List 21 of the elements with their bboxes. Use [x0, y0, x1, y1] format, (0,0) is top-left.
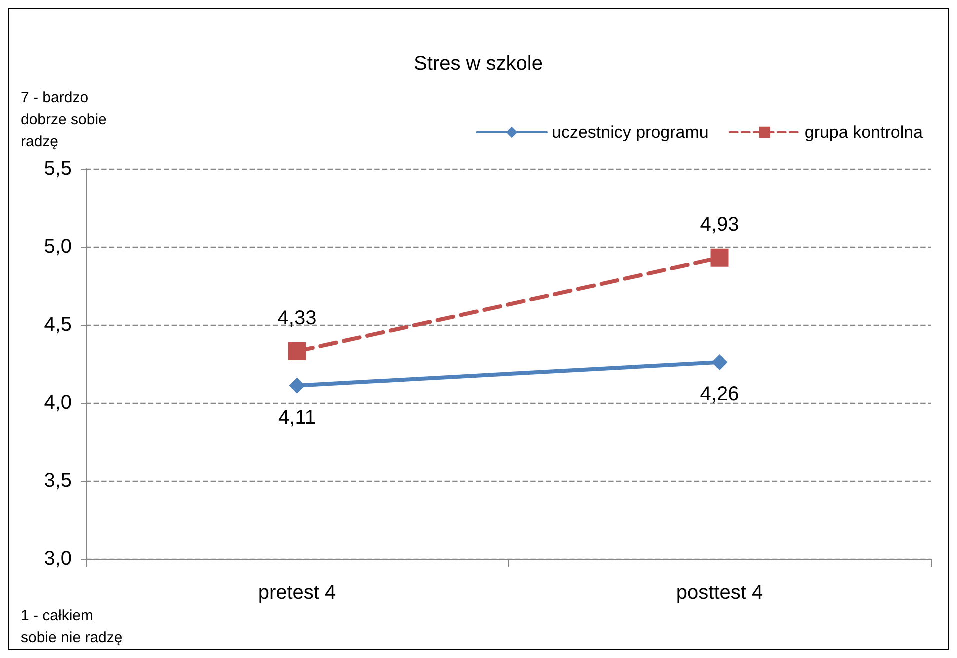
point — [289, 378, 306, 394]
data-label: 4,26 — [700, 383, 740, 406]
chart-title: Stres w szkole — [414, 53, 543, 75]
point — [710, 248, 729, 267]
legend-label: uczestnicy programu — [552, 123, 709, 142]
point — [288, 342, 306, 361]
data-label: 4,33 — [278, 308, 317, 330]
point — [712, 354, 728, 370]
y-tick-label: 4,5 — [44, 314, 72, 336]
y-tick-label: 3,5 — [44, 470, 72, 492]
text: 7 - bardzo dobrze sobie radzę — [21, 90, 112, 150]
y-tick-label: 3,0 — [44, 548, 72, 570]
text: 1 - całkiem sobie nie radzę — [21, 608, 123, 646]
legend-label: grupa kontrolna — [804, 123, 924, 142]
data-label: 4,93 — [700, 214, 740, 236]
y-tick-label: 4,0 — [44, 392, 72, 414]
y-tick-label: 5,0 — [44, 236, 72, 258]
x-tick-label: pretest 4 — [258, 582, 336, 604]
x-tick-label: posttest 4 — [676, 582, 764, 604]
y-tick-label: 5,5 — [44, 158, 72, 180]
data-label: 4,11 — [278, 406, 316, 429]
